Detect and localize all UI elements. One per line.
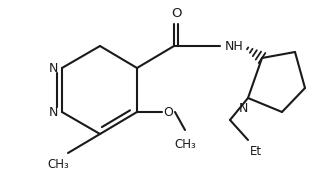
Text: Et: Et	[250, 145, 262, 158]
Text: N: N	[49, 105, 58, 119]
Text: N: N	[49, 62, 58, 74]
Text: O: O	[163, 105, 173, 119]
Text: CH₃: CH₃	[174, 138, 196, 151]
Text: NH: NH	[225, 40, 244, 52]
Text: CH₃: CH₃	[47, 158, 69, 171]
Text: N: N	[239, 102, 248, 115]
Text: O: O	[171, 7, 181, 20]
